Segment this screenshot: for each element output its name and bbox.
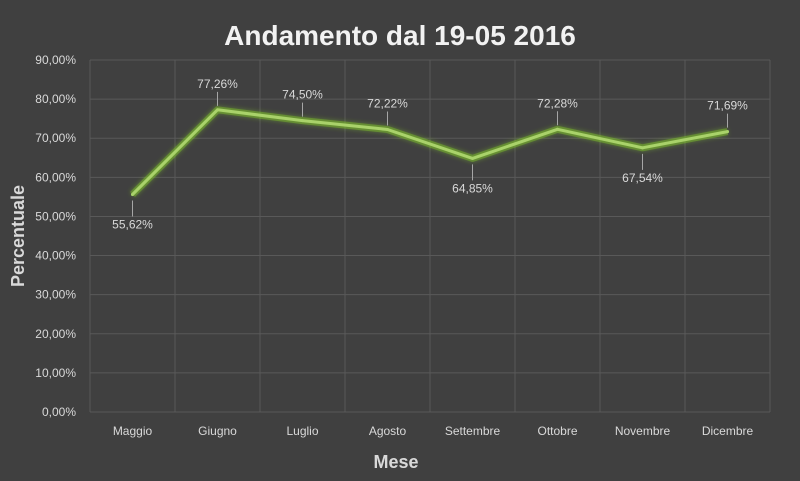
- x-tick-label: Luglio: [286, 424, 318, 438]
- y-tick-label: 10,00%: [35, 366, 76, 380]
- data-point: [131, 192, 134, 196]
- data-label: 77,26%: [197, 77, 238, 91]
- data-point: [386, 128, 389, 132]
- data-label: 55,62%: [112, 217, 153, 231]
- data-point: [726, 130, 729, 134]
- data-point: [471, 156, 474, 160]
- y-tick-label: 80,00%: [35, 92, 76, 106]
- y-tick-label: 50,00%: [35, 209, 76, 223]
- y-tick-label: 0,00%: [42, 405, 76, 419]
- y-tick-label: 40,00%: [35, 249, 76, 263]
- data-label: 64,85%: [452, 181, 493, 195]
- series-layer: [130, 106, 729, 197]
- y-tick-label: 70,00%: [35, 131, 76, 145]
- data-point: [216, 108, 219, 112]
- x-tick-label: Settembre: [445, 424, 501, 438]
- data-point: [641, 146, 644, 150]
- series-line: [131, 108, 729, 196]
- y-tick-label: 20,00%: [35, 327, 76, 341]
- y-tick-label: 30,00%: [35, 288, 76, 302]
- x-tick-label: Dicembre: [702, 424, 754, 438]
- x-tick-label: Agosto: [369, 424, 407, 438]
- x-tick-label: Novembre: [615, 424, 671, 438]
- x-axis-title: Mese: [373, 452, 418, 472]
- data-label: 72,22%: [367, 97, 408, 111]
- chart-title: Andamento dal 19-05 2016: [224, 20, 576, 51]
- y-axis-title: Percentuale: [8, 185, 28, 287]
- gridlines: [89, 59, 771, 413]
- y-tick-label: 90,00%: [35, 53, 76, 67]
- x-tick-label: Maggio: [113, 424, 153, 438]
- x-axis-ticks: Maggio Giugno Luglio Agosto Settembre Ottobre…: [113, 424, 754, 438]
- data-label: 74,50%: [282, 88, 323, 102]
- y-axis-ticks: 0,00% 10,00% 20,00% 30,00% 40,00% 50,00% 60,00…: [35, 53, 76, 419]
- data-point: [556, 127, 559, 131]
- y-tick-label: 60,00%: [35, 170, 76, 184]
- x-tick-label: Giugno: [198, 424, 237, 438]
- data-label: 71,69%: [707, 99, 748, 113]
- data-labels: 55,62% 77,26% 74,50% 72,22% 64,85% 72,28% 67,5…: [112, 77, 748, 232]
- data-label: 72,28%: [537, 96, 578, 110]
- x-tick-label: Ottobre: [537, 424, 577, 438]
- data-point: [301, 119, 304, 123]
- data-label: 67,54%: [622, 171, 663, 185]
